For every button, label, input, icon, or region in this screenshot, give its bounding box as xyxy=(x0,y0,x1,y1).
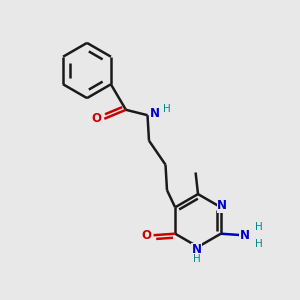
Text: O: O xyxy=(92,112,102,125)
Text: N: N xyxy=(150,107,160,120)
Text: H: H xyxy=(163,103,170,114)
Text: N: N xyxy=(191,243,202,256)
Text: H: H xyxy=(255,238,263,249)
Text: H: H xyxy=(193,254,200,265)
Text: O: O xyxy=(141,229,151,242)
Text: H: H xyxy=(255,222,263,233)
Text: N: N xyxy=(218,199,227,212)
Text: N: N xyxy=(240,229,250,242)
